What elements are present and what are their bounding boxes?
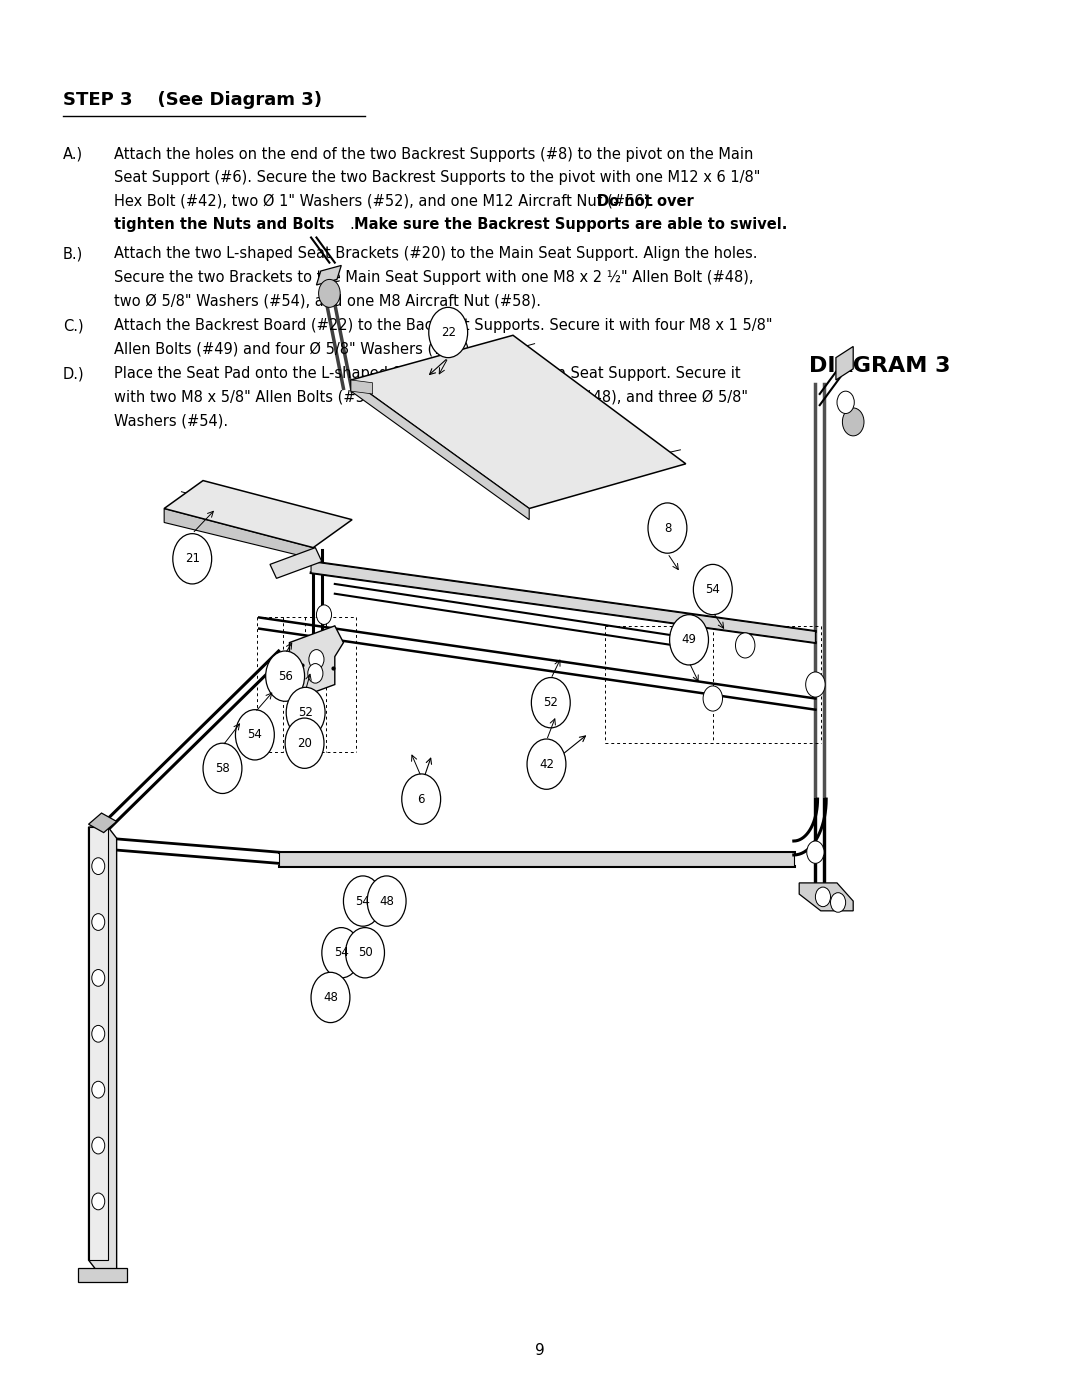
Polygon shape	[279, 852, 794, 866]
Circle shape	[286, 687, 325, 738]
Text: 8: 8	[664, 521, 671, 535]
Circle shape	[92, 1081, 105, 1098]
Text: 21: 21	[185, 552, 200, 566]
Text: 6: 6	[418, 792, 424, 806]
Text: 48: 48	[379, 894, 394, 908]
Text: Do not over: Do not over	[597, 194, 694, 208]
Circle shape	[648, 503, 687, 553]
Text: A.): A.)	[63, 147, 83, 162]
Text: .: .	[350, 217, 360, 232]
Text: 54: 54	[705, 583, 720, 597]
Text: 54: 54	[355, 894, 370, 908]
Polygon shape	[78, 1268, 127, 1282]
Circle shape	[319, 279, 340, 307]
Circle shape	[92, 914, 105, 930]
Circle shape	[266, 651, 305, 701]
Text: 20: 20	[297, 736, 312, 750]
Text: B.): B.)	[63, 246, 83, 261]
Polygon shape	[836, 346, 853, 380]
Circle shape	[527, 739, 566, 789]
Text: 52: 52	[543, 696, 558, 710]
Circle shape	[531, 678, 570, 728]
Text: Make sure the Backrest Supports are able to swivel.: Make sure the Backrest Supports are able…	[354, 217, 787, 232]
Circle shape	[316, 605, 332, 624]
Circle shape	[429, 307, 468, 358]
Circle shape	[92, 858, 105, 875]
Text: 52: 52	[298, 705, 313, 719]
Text: Secure the two Brackets to the Main Seat Support with one M8 x 2 ½" Allen Bolt (: Secure the two Brackets to the Main Seat…	[114, 270, 754, 285]
Circle shape	[807, 841, 824, 863]
Text: Seat Support (#6). Secure the two Backrest Supports to the pivot with one M12 x : Seat Support (#6). Secure the two Backre…	[114, 170, 760, 186]
Text: 9: 9	[535, 1343, 545, 1358]
Text: Allen Bolts (#49) and four Ø 5/8" Washers (#54).: Allen Bolts (#49) and four Ø 5/8" Washer…	[114, 341, 475, 356]
Polygon shape	[799, 883, 853, 911]
Text: Attach the two L-shaped Seat Brackets (#20) to the Main Seat Support. Align the : Attach the two L-shaped Seat Brackets (#…	[114, 246, 758, 261]
Circle shape	[173, 534, 212, 584]
Text: with two M8 x 5/8" Allen Bolts (#50), one M8 x 2 ½" Allen Bolt (#48), and three : with two M8 x 5/8" Allen Bolts (#50), on…	[114, 390, 748, 405]
Text: Attach the holes on the end of the two Backrest Supports (#8) to the pivot on th: Attach the holes on the end of the two B…	[114, 147, 754, 162]
Text: 42: 42	[539, 757, 554, 771]
Polygon shape	[89, 813, 117, 833]
Circle shape	[815, 887, 831, 907]
Text: tighten the Nuts and Bolts: tighten the Nuts and Bolts	[114, 217, 335, 232]
Polygon shape	[351, 335, 686, 509]
Circle shape	[203, 743, 242, 793]
Circle shape	[92, 1137, 105, 1154]
Text: 58: 58	[215, 761, 230, 775]
Circle shape	[285, 718, 324, 768]
Circle shape	[842, 408, 864, 436]
Circle shape	[322, 928, 361, 978]
Polygon shape	[351, 380, 529, 520]
Polygon shape	[164, 509, 313, 559]
Circle shape	[92, 1193, 105, 1210]
Circle shape	[402, 774, 441, 824]
Text: 54: 54	[334, 946, 349, 960]
Circle shape	[670, 615, 708, 665]
Text: 22: 22	[441, 326, 456, 339]
Circle shape	[367, 876, 406, 926]
Polygon shape	[316, 265, 341, 285]
Text: 54: 54	[247, 728, 262, 742]
Polygon shape	[270, 548, 322, 578]
Polygon shape	[289, 626, 343, 701]
Text: two Ø 5/8" Washers (#54), and one M8 Aircraft Nut (#58).: two Ø 5/8" Washers (#54), and one M8 Air…	[114, 293, 541, 309]
Text: 48: 48	[323, 990, 338, 1004]
Circle shape	[309, 650, 324, 669]
Text: D.): D.)	[63, 366, 84, 381]
Text: DIAGRAM 3: DIAGRAM 3	[809, 356, 950, 376]
Polygon shape	[351, 380, 373, 394]
Circle shape	[703, 686, 723, 711]
Circle shape	[235, 710, 274, 760]
Circle shape	[311, 972, 350, 1023]
Circle shape	[806, 672, 825, 697]
Circle shape	[92, 970, 105, 986]
Text: 56: 56	[278, 669, 293, 683]
Circle shape	[92, 1025, 105, 1042]
Circle shape	[693, 564, 732, 615]
Polygon shape	[311, 562, 815, 643]
Text: STEP 3    (See Diagram 3): STEP 3 (See Diagram 3)	[63, 91, 322, 109]
Polygon shape	[89, 827, 108, 1260]
Text: Place the Seat Pad onto the L-shaped Seat Brackets and Main Seat Support. Secure: Place the Seat Pad onto the L-shaped Sea…	[114, 366, 741, 381]
Text: Washers (#54).: Washers (#54).	[114, 414, 229, 427]
Polygon shape	[164, 481, 352, 548]
Circle shape	[308, 664, 323, 683]
Circle shape	[343, 876, 382, 926]
Polygon shape	[89, 827, 117, 1271]
Text: 50: 50	[357, 946, 373, 960]
Circle shape	[735, 633, 755, 658]
Circle shape	[831, 893, 846, 912]
Circle shape	[346, 928, 384, 978]
Text: C.): C.)	[63, 319, 83, 332]
Text: Hex Bolt (#42), two Ø 1" Washers (#52), and one M12 Aircraft Nut (#56).: Hex Bolt (#42), two Ø 1" Washers (#52), …	[114, 194, 659, 208]
Text: 49: 49	[681, 633, 697, 647]
Text: Attach the Backrest Board (#22) to the Backrest Supports. Secure it with four M8: Attach the Backrest Board (#22) to the B…	[114, 319, 773, 332]
Circle shape	[837, 391, 854, 414]
